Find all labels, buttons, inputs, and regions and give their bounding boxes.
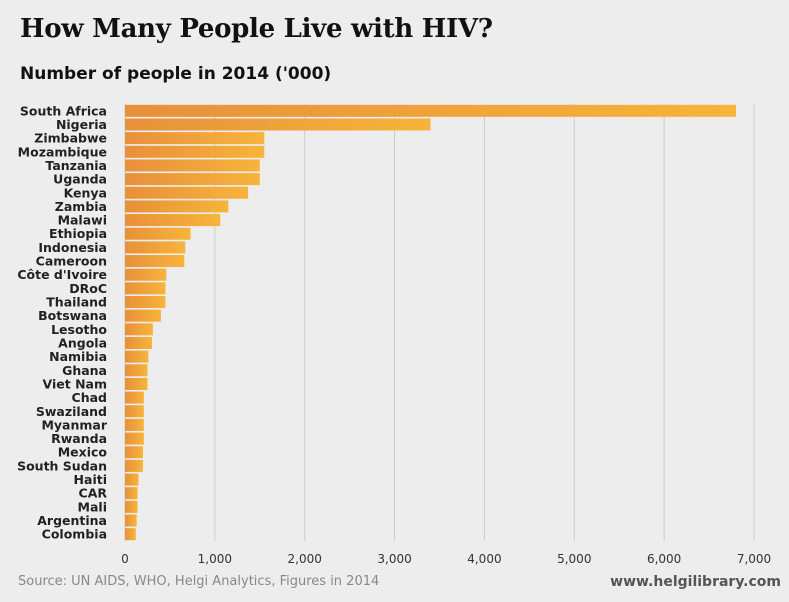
bar (125, 200, 229, 213)
category-label: Colombia (42, 527, 107, 542)
x-tick-label: 2,000 (288, 552, 322, 566)
category-label: Malawi (58, 213, 107, 228)
category-label: Nigeria (56, 117, 107, 132)
category-label: Mexico (58, 445, 108, 460)
bar (125, 432, 144, 445)
category-label: Rwanda (51, 431, 107, 446)
category-label: Chad (72, 390, 107, 405)
source-note: Source: UN AIDS, WHO, Helgi Analytics, F… (18, 574, 380, 589)
bar (125, 418, 144, 431)
bar (125, 500, 138, 513)
bar (125, 282, 166, 295)
bar (125, 255, 185, 268)
chart-subtitle: Number of people in 2014 ('000) (20, 64, 332, 84)
bar (125, 528, 136, 541)
category-label: Zambia (55, 199, 107, 214)
bar (125, 268, 167, 281)
x-tick-label: 7,000 (737, 552, 771, 566)
bar (125, 173, 260, 186)
bar (125, 487, 138, 500)
bar (125, 473, 139, 486)
x-tick-label: 6,000 (647, 552, 681, 566)
category-label: Viet Nam (43, 376, 107, 391)
x-tick-label: 0 (121, 552, 129, 566)
bar (125, 186, 249, 199)
bar (125, 159, 260, 172)
x-tick-label: 3,000 (377, 552, 411, 566)
bar (125, 323, 153, 336)
bar (125, 514, 137, 527)
bar (125, 459, 143, 472)
bar (125, 118, 431, 131)
category-label: Argentina (37, 513, 107, 528)
category-label: South Africa (20, 103, 107, 118)
bars (125, 104, 737, 541)
bar (125, 214, 221, 227)
bar (125, 309, 161, 322)
category-label: DRoC (69, 281, 107, 296)
category-label: Ghana (62, 363, 107, 378)
category-label: Kenya (64, 185, 107, 200)
category-label: Botswana (38, 308, 107, 323)
category-label: Namibia (49, 349, 107, 364)
bar (125, 391, 144, 404)
bar (125, 145, 265, 158)
category-label: CAR (79, 486, 108, 501)
category-label: Haiti (74, 472, 107, 487)
bar (125, 241, 186, 254)
category-label: South Sudan (17, 458, 107, 473)
category-label: Zimbabwe (34, 131, 107, 146)
x-tick-label: 1,000 (198, 552, 232, 566)
chart-title: How Many People Live with HIV? (20, 14, 493, 44)
bar (125, 377, 148, 390)
bar-chart: South AfricaNigeriaZimbabweMozambiqueTan… (17, 103, 771, 566)
bar (125, 104, 737, 117)
bar (125, 446, 143, 459)
category-label: Ethiopia (49, 226, 107, 241)
x-tick-label: 5,000 (557, 552, 591, 566)
category-label: Swaziland (36, 404, 107, 419)
category-labels: South AfricaNigeriaZimbabweMozambiqueTan… (17, 103, 108, 541)
category-label: Tanzania (45, 158, 107, 173)
bar (125, 364, 148, 377)
category-label: Mozambique (18, 144, 107, 159)
bar (125, 296, 166, 309)
category-label: Indonesia (38, 240, 107, 255)
category-label: Mali (78, 499, 107, 514)
x-tick-label: 4,000 (467, 552, 501, 566)
bar (125, 405, 144, 418)
category-label: Myanmar (41, 417, 107, 432)
x-axis-ticks: 0 1,000 2,000 3,000 4,000 5,000 6,000 7,000 (121, 552, 771, 566)
category-label: Cameroon (36, 254, 107, 269)
bar (125, 227, 191, 240)
bar (125, 350, 149, 363)
category-label: Angola (58, 335, 107, 350)
bar (125, 336, 152, 349)
category-label: Lesotho (51, 322, 107, 337)
website-link[interactable]: www.helgilibrary.com (610, 574, 781, 590)
category-label: Thailand (46, 295, 107, 310)
category-label: Côte d'Ivoire (17, 267, 107, 282)
category-label: Uganda (53, 172, 107, 187)
bar (125, 132, 265, 145)
